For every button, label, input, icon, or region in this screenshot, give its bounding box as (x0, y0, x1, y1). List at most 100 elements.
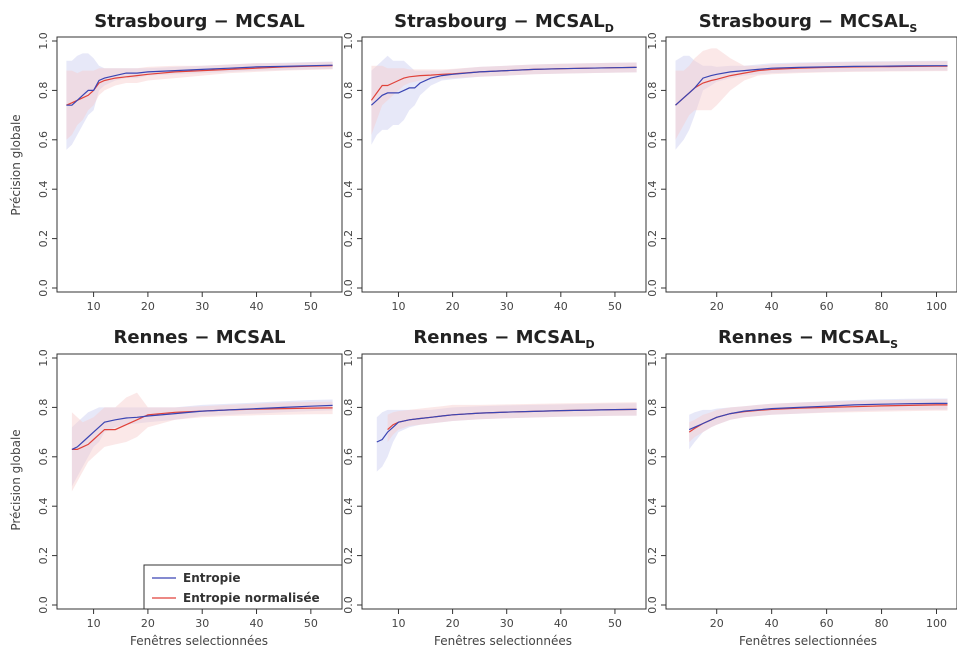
xlabel-2: Fenêtres selectionnées (434, 634, 572, 648)
panel-title: Rennes − MCSAL (113, 327, 285, 348)
panel-3: Strasbourg − MCSALS 20 40 60 80 100 0.0 0.2 0.4 0… (646, 11, 957, 313)
panel-title-subscript: D (585, 338, 594, 351)
x-tick-label: 30 (195, 300, 209, 313)
y-tick-label: 0.0 (646, 279, 659, 297)
x-tick-label: 30 (195, 617, 209, 630)
x-tick-label: 20 (141, 617, 155, 630)
series-line-entropie (675, 65, 948, 106)
x-tick-label: 40 (250, 617, 264, 630)
band-entropie (71, 399, 333, 487)
panel-title-main: Rennes − MCSAL (113, 327, 285, 348)
series-line-entropie-normalisee (71, 407, 333, 450)
x-tick-label: 50 (608, 617, 622, 630)
x-tick-label: 40 (554, 617, 568, 630)
panel-6: Rennes − MCSALS 20 40 60 80 100 0.0 0.2 0.4 0.6 0.… (646, 327, 957, 630)
y-tick-label: 0.0 (646, 596, 659, 614)
plot-frame (665, 36, 957, 293)
y-tick-label: 0.6 (646, 131, 659, 149)
x-tick-label: 20 (446, 617, 460, 630)
y-tick-label: 1.0 (646, 32, 659, 50)
panel-title-subscript: D (605, 22, 614, 35)
x-tick-label: 50 (304, 617, 318, 630)
x-tick-label: 100 (926, 300, 947, 313)
y-tick-label: 0.8 (646, 399, 659, 417)
y-tick-label: 0.8 (342, 399, 355, 417)
band-entropie (371, 55, 637, 145)
band-entropie (66, 53, 333, 150)
y-tick-label: 0.6 (37, 131, 50, 149)
y-tick-label: 0.0 (342, 279, 355, 297)
y-tick-label: 0.0 (342, 596, 355, 614)
x-tick-label: 100 (926, 617, 947, 630)
x-tick-label: 40 (250, 300, 264, 313)
y-tick-label: 0.0 (37, 596, 50, 614)
series-line-entropie (376, 408, 637, 443)
band-entropie-normalisee (387, 402, 637, 442)
plot-frame (361, 353, 647, 610)
band-entropie-normalisee (66, 62, 333, 140)
ylabel-top: Précision globale (9, 114, 23, 215)
x-tick-label: 40 (765, 300, 779, 313)
y-tick-label: 1.0 (342, 349, 355, 367)
x-tick-label: 80 (875, 617, 889, 630)
x-tick-label: 10 (391, 617, 405, 630)
plot-frame (361, 36, 647, 293)
panel-2: Strasbourg − MCSALD 10 20 30 40 50 0.0 0.2 0.4 0.… (342, 11, 647, 313)
x-tick-label: 10 (87, 617, 101, 630)
y-tick-label: 0.8 (37, 82, 50, 100)
y-tick-label: 0.4 (646, 497, 659, 515)
panel-title-subscript: S (909, 22, 917, 35)
y-tick-label: 1.0 (37, 32, 50, 50)
y-tick-label: 0.4 (37, 180, 50, 198)
y-tick-label: 0.6 (37, 448, 50, 466)
x-tick-label: 10 (87, 300, 101, 313)
y-tick-label: 0.2 (646, 547, 659, 565)
x-tick-label: 40 (765, 617, 779, 630)
xlabel-3: Fenêtres selectionnées (739, 634, 877, 648)
y-tick-label: 0.4 (342, 180, 355, 198)
y-tick-label: 1.0 (342, 32, 355, 50)
legend-box (143, 564, 343, 610)
y-tick-label: 1.0 (646, 349, 659, 367)
panel-1: Strasbourg − MCSAL 10 20 30 40 50 0.0 0.2 0.4 0.6… (37, 11, 343, 313)
series-line-entropie (66, 64, 333, 106)
plot-frame (56, 36, 343, 293)
x-tick-label: 30 (500, 300, 514, 313)
panel-title: Rennes − MCSALD (413, 327, 594, 351)
plot-frame (665, 353, 957, 610)
y-tick-label: 0.0 (37, 279, 50, 297)
y-tick-label: 0.2 (37, 230, 50, 248)
series-line-entropie (71, 404, 333, 450)
panel-title-subscript: S (890, 338, 898, 351)
band-entropie (376, 403, 637, 472)
x-tick-label: 30 (500, 617, 514, 630)
figure-labels: Précision globale Précision globale Fenê… (9, 114, 877, 648)
panel-title-main: Rennes − MCSAL (413, 327, 585, 348)
y-tick-label: 0.2 (37, 547, 50, 565)
x-tick-label: 20 (446, 300, 460, 313)
panel-title: Strasbourg − MCSAL (94, 11, 305, 32)
y-tick-label: 0.2 (342, 230, 355, 248)
panels: Strasbourg − MCSAL 10 20 30 40 50 0.0 0.2 0.4 0.6… (37, 11, 957, 630)
xlabel-1: Fenêtres selectionnées (130, 634, 268, 648)
x-tick-label: 20 (710, 300, 724, 313)
legend-label: Entropie normalisée (183, 591, 320, 605)
panel-title: Strasbourg − MCSALS (699, 11, 918, 35)
panel-title: Strasbourg − MCSALD (394, 11, 614, 35)
y-tick-label: 0.4 (37, 497, 50, 515)
x-tick-label: 20 (710, 617, 724, 630)
y-tick-label: 0.8 (37, 399, 50, 417)
panel-title-main: Strasbourg − MCSAL (94, 11, 305, 32)
x-tick-label: 40 (554, 300, 568, 313)
x-tick-label: 60 (820, 300, 834, 313)
ylabel-bottom: Précision globale (9, 429, 23, 530)
y-tick-label: 0.8 (342, 82, 355, 100)
y-tick-label: 0.8 (646, 82, 659, 100)
panel-title-main: Strasbourg − MCSAL (394, 11, 605, 32)
panel-title-main: Rennes − MCSAL (718, 327, 890, 348)
x-tick-label: 60 (820, 617, 834, 630)
panel-5: Rennes − MCSALD 10 20 30 40 50 0.0 0.2 0.4 0.6 0.8… (342, 327, 647, 630)
y-tick-label: 0.2 (646, 230, 659, 248)
y-tick-label: 0.4 (646, 180, 659, 198)
legend: Entropie Entropie normalisée (143, 564, 343, 610)
